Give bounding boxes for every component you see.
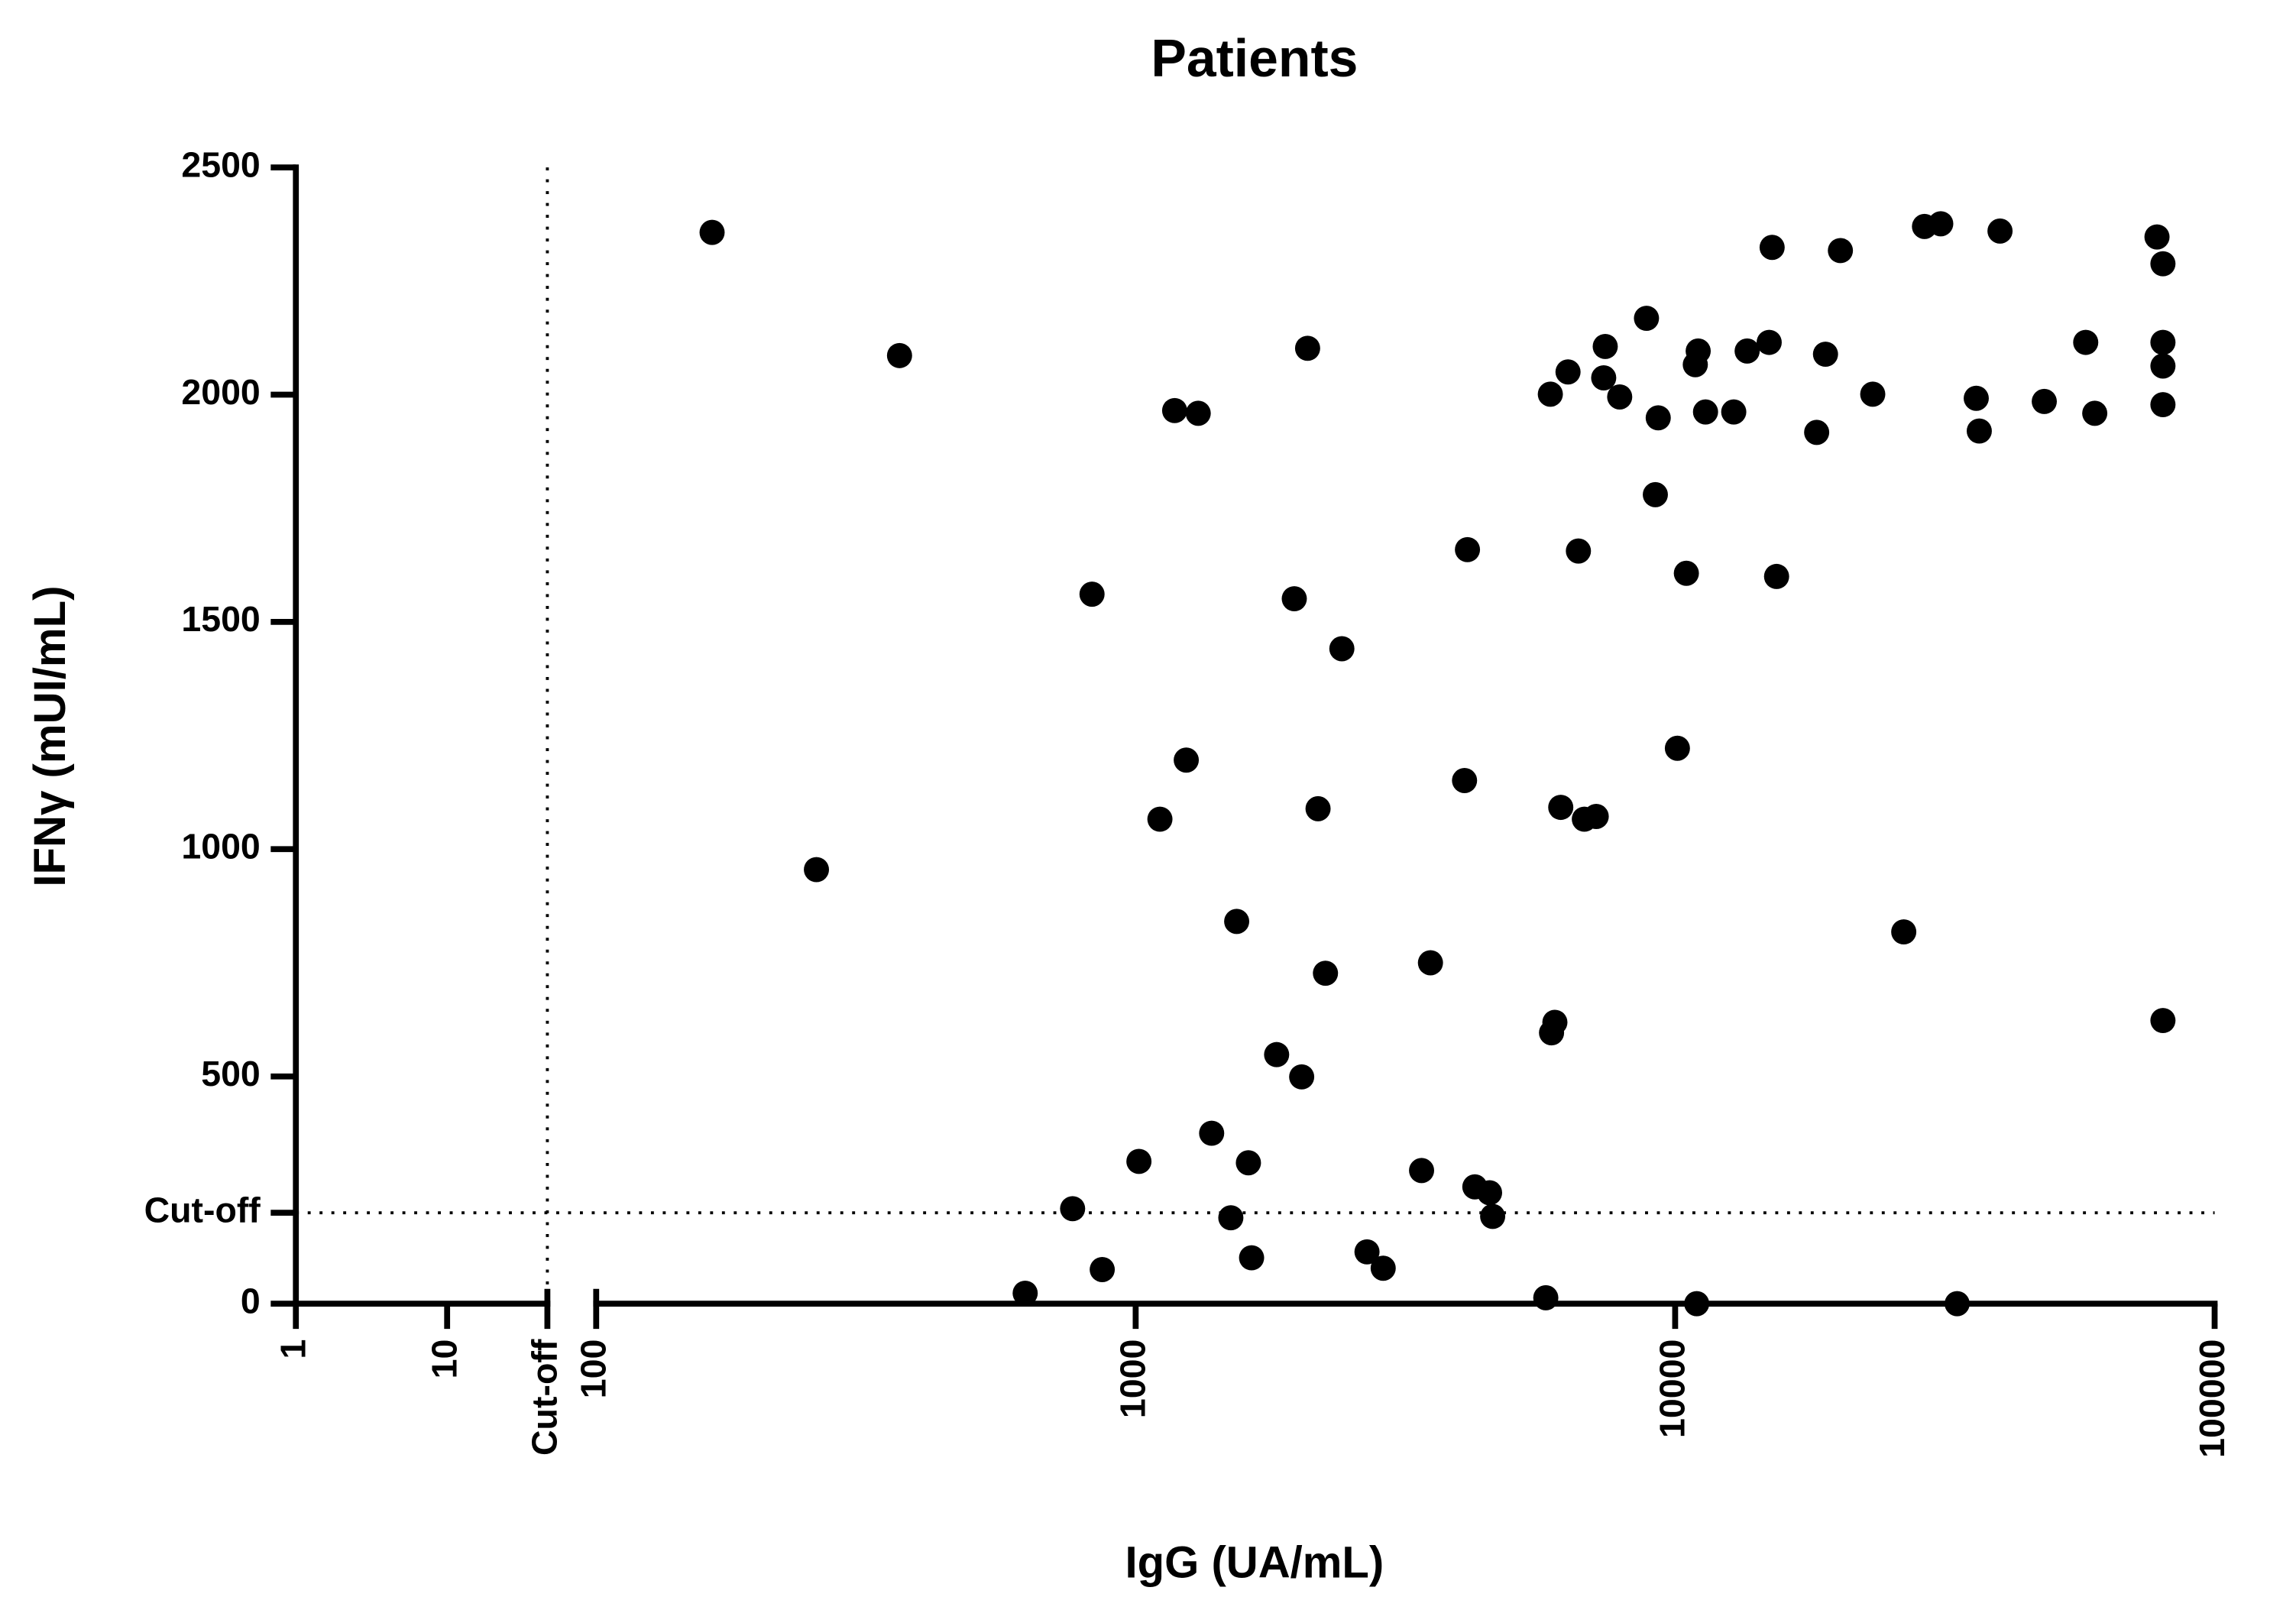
- data-point: [1370, 1255, 1396, 1281]
- data-point: [1759, 235, 1785, 261]
- data-point: [1239, 1245, 1265, 1271]
- data-point: [1828, 238, 1854, 264]
- data-point: [1566, 538, 1592, 564]
- data-point: [1664, 735, 1690, 761]
- data-point: [1235, 1150, 1261, 1176]
- y-tick-label: Cut-off: [144, 1190, 261, 1229]
- x-tick-label: 1: [274, 1339, 313, 1359]
- data-point: [1281, 586, 1307, 612]
- data-point: [1645, 405, 1671, 431]
- data-point: [1539, 1020, 1565, 1046]
- data-point: [1264, 1041, 1290, 1067]
- data-point: [1174, 747, 1200, 773]
- y-tick-label: 2500: [181, 144, 260, 184]
- data-point: [1199, 1120, 1225, 1146]
- data-point: [2150, 392, 2176, 418]
- data-point: [1354, 1239, 1380, 1265]
- data-point: [2032, 388, 2058, 414]
- y-tick-label: 2000: [181, 372, 260, 412]
- data-point: [1643, 481, 1668, 507]
- data-point: [1012, 1280, 1038, 1306]
- data-point: [804, 857, 829, 883]
- data-point: [1079, 581, 1105, 607]
- data-point: [699, 219, 725, 245]
- x-axis-label: IgG (UA/mL): [1125, 1538, 1384, 1588]
- data-point: [1161, 397, 1187, 423]
- data-point: [1891, 919, 1917, 945]
- data-point: [1804, 419, 1830, 445]
- data-point: [1409, 1158, 1435, 1184]
- data-point: [1763, 563, 1789, 589]
- data-point: [1313, 960, 1339, 986]
- data-point: [1289, 1064, 1315, 1090]
- data-point: [1591, 365, 1617, 390]
- data-point: [1452, 768, 1478, 793]
- data-point: [1684, 1291, 1710, 1317]
- data-point: [1224, 909, 1250, 935]
- data-point: [1537, 381, 1563, 407]
- data-point: [1477, 1180, 1503, 1206]
- data-point: [1692, 399, 1718, 425]
- data-point: [1686, 338, 1711, 364]
- data-point: [1928, 211, 1954, 237]
- x-tick-label: 10: [425, 1339, 465, 1379]
- x-tick-label: 100000: [2192, 1339, 2232, 1458]
- data-point: [886, 342, 912, 368]
- data-point: [2150, 329, 2176, 355]
- data-point: [1860, 381, 1886, 407]
- data-point: [1945, 1291, 1970, 1317]
- data-point: [1607, 384, 1633, 410]
- data-point: [1417, 950, 1443, 976]
- data-point: [1555, 359, 1581, 385]
- data-point: [1480, 1203, 1506, 1229]
- data-point: [1305, 795, 1331, 821]
- x-tick-label: Cut-off: [525, 1339, 565, 1456]
- data-point: [1673, 560, 1699, 586]
- data-point: [1812, 342, 1838, 368]
- data-point: [1967, 418, 1992, 444]
- data-point: [1757, 329, 1782, 355]
- data-point: [1721, 399, 1747, 425]
- data-point: [2073, 329, 2099, 355]
- y-tick-label: 1000: [181, 827, 260, 867]
- data-point: [1533, 1284, 1559, 1310]
- data-point: [1734, 338, 1760, 364]
- y-tick-label: 1500: [181, 599, 260, 639]
- data-point: [1583, 803, 1609, 829]
- x-tick-label: 100: [574, 1339, 614, 1399]
- y-tick-label: 500: [201, 1054, 261, 1093]
- y-axis-label: IFNγ (mUI/mL): [25, 586, 75, 887]
- data-point: [1548, 795, 1574, 821]
- x-tick-label: 1000: [1113, 1339, 1153, 1418]
- data-point: [2150, 353, 2176, 379]
- data-point: [1090, 1257, 1116, 1282]
- data-point: [1218, 1205, 1244, 1231]
- chart-title: Patients: [1151, 28, 1358, 88]
- data-point: [1634, 306, 1660, 332]
- data-point: [2150, 1008, 2176, 1034]
- data-point: [1126, 1148, 1152, 1174]
- y-tick-label: 0: [241, 1281, 261, 1320]
- data-point: [1147, 806, 1173, 832]
- data-point: [1294, 335, 1320, 361]
- x-tick-label: 10000: [1653, 1339, 1692, 1438]
- data-point: [1060, 1196, 1086, 1222]
- data-point: [1987, 218, 2013, 244]
- data-point: [2144, 224, 2170, 250]
- data-point: [2150, 251, 2176, 277]
- data-point: [2082, 400, 2108, 426]
- data-point: [1455, 536, 1481, 562]
- data-point: [1964, 385, 1989, 411]
- data-point: [1592, 333, 1618, 359]
- data-point: [1329, 636, 1355, 662]
- data-point: [1185, 400, 1211, 426]
